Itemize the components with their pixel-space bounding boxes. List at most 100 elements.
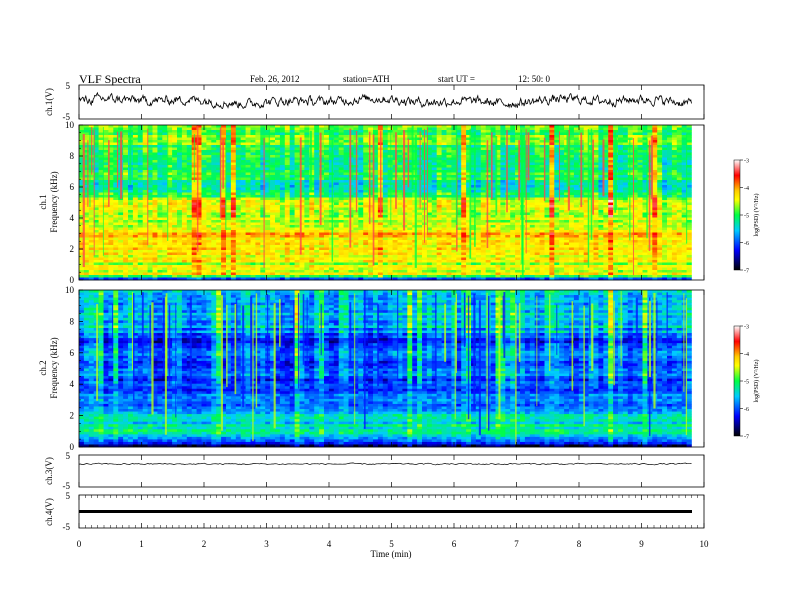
spectrogram-cell <box>181 187 188 191</box>
spectrogram-cell <box>338 202 344 206</box>
spectrogram-cell <box>333 162 339 166</box>
spectrogram-cell <box>618 215 624 218</box>
spectrogram-cell <box>343 172 349 176</box>
spectrogram-cell <box>475 132 482 136</box>
spectrogram-cell <box>177 167 183 171</box>
spectrogram-cell <box>196 220 202 223</box>
spectrogram-cell <box>191 197 197 201</box>
spectrogram-cell <box>485 195 491 198</box>
spectrogram-cell <box>118 202 124 206</box>
spectrogram-cell <box>118 207 124 211</box>
spectrogram-cell <box>471 207 477 211</box>
spectrogram-cell <box>284 177 290 181</box>
spectrogram-cell <box>608 182 614 186</box>
spectrogram-cell <box>103 187 109 191</box>
spectrogram-cell <box>279 147 286 151</box>
spectrogram-cell <box>632 200 638 203</box>
spectrogram-cell <box>441 167 447 171</box>
spectrogram-cell <box>206 222 212 226</box>
spectrogram-cell <box>431 215 437 218</box>
spectrogram-cell <box>554 142 560 146</box>
spectrogram-cell <box>240 200 246 203</box>
spectrogram-cell <box>181 150 188 153</box>
spectrogram-cell <box>377 220 384 223</box>
spectrogram-cell <box>446 200 452 203</box>
spectrogram-cell <box>441 170 447 173</box>
spectrogram-cell <box>671 127 678 131</box>
spectrogram-cell <box>554 192 560 196</box>
spectrogram-cell <box>338 192 344 196</box>
spectrogram-cell <box>515 200 521 203</box>
spectrogram-cell <box>191 215 197 218</box>
spectrogram-cell <box>554 190 560 193</box>
spectrogram-cell <box>622 207 629 211</box>
spectrogram-cell <box>480 150 486 153</box>
spectrogram-cell <box>559 165 565 168</box>
spectrogram-cell <box>88 212 94 216</box>
spectrogram-cell <box>676 210 682 213</box>
spectrogram-cell <box>186 220 192 223</box>
spectrogram-cell <box>83 142 90 146</box>
spectrogram-cell <box>431 167 437 171</box>
spectrogram-cell <box>451 155 457 158</box>
spectrogram-cell <box>358 195 364 198</box>
spectrogram-cell <box>485 215 491 218</box>
spectrogram-cell <box>358 125 364 128</box>
spectrogram-cell <box>181 162 188 166</box>
spectrogram-cell <box>647 137 653 141</box>
spectrogram-cell <box>250 162 256 166</box>
spectrogram-cell <box>181 155 188 158</box>
spectrogram-cell <box>505 147 511 151</box>
spectrogram-cell <box>206 180 212 183</box>
spectrogram-cell <box>407 177 413 181</box>
spectrogram-cell <box>559 222 565 226</box>
spectrogram-cell <box>304 207 310 211</box>
spectrogram-cell <box>539 217 545 221</box>
spectrogram-cell <box>426 175 433 178</box>
spectrogram-cell <box>240 185 246 188</box>
spectrogram-cell <box>137 215 143 218</box>
spectrogram-cell <box>662 215 668 218</box>
spectrogram-cell <box>235 125 241 128</box>
spectrogram-cell <box>436 200 442 203</box>
spectrogram-cell <box>211 147 217 151</box>
spectrogram-cell <box>206 175 212 178</box>
spectrogram-cell <box>88 220 94 223</box>
spectrogram-cell <box>113 180 119 183</box>
spectrogram-cell <box>328 220 335 223</box>
spectrogram-cell <box>88 185 94 188</box>
spectrogram-cell <box>338 145 344 148</box>
spectrogram-cell <box>79 167 85 171</box>
spectrogram-cell <box>515 157 521 161</box>
spectrogram-cell <box>235 130 241 133</box>
ch1-waveform-panel: 5 -5 ch.1(V) <box>44 81 705 122</box>
spectrogram-cell <box>304 165 310 168</box>
spectrogram-cell <box>147 205 153 208</box>
spectrogram-cell <box>142 192 148 196</box>
spectrogram-cell <box>123 217 129 221</box>
spectrogram-cell <box>387 180 393 183</box>
spectrogram-cell <box>363 170 369 173</box>
spectrogram-cell <box>637 220 643 223</box>
spectrogram-cell <box>534 127 540 131</box>
spectrogram-cell <box>157 200 163 203</box>
spectrogram-cell <box>505 180 511 183</box>
spectrogram-cell <box>338 175 344 178</box>
spectrogram-cell <box>524 152 531 156</box>
spectrogram-cell <box>338 197 344 201</box>
spectrogram-cell <box>456 217 462 221</box>
spectrogram-cell <box>456 222 462 226</box>
spectrogram-cell <box>230 185 237 188</box>
spectrogram-cell <box>368 172 374 176</box>
spectrogram-cell <box>284 207 290 211</box>
spectrogram-cell <box>98 150 104 153</box>
spectrogram-cell <box>637 135 643 138</box>
spectrogram-cell <box>446 125 452 128</box>
spectrogram-cell <box>466 150 472 153</box>
spectrogram-cell <box>622 147 629 151</box>
spectrogram-cell <box>407 197 413 201</box>
spectrogram-cell <box>603 150 609 153</box>
spectrogram-cell <box>544 220 550 223</box>
spectrogram-cell <box>128 220 134 223</box>
spectrogram-cell <box>284 190 290 193</box>
